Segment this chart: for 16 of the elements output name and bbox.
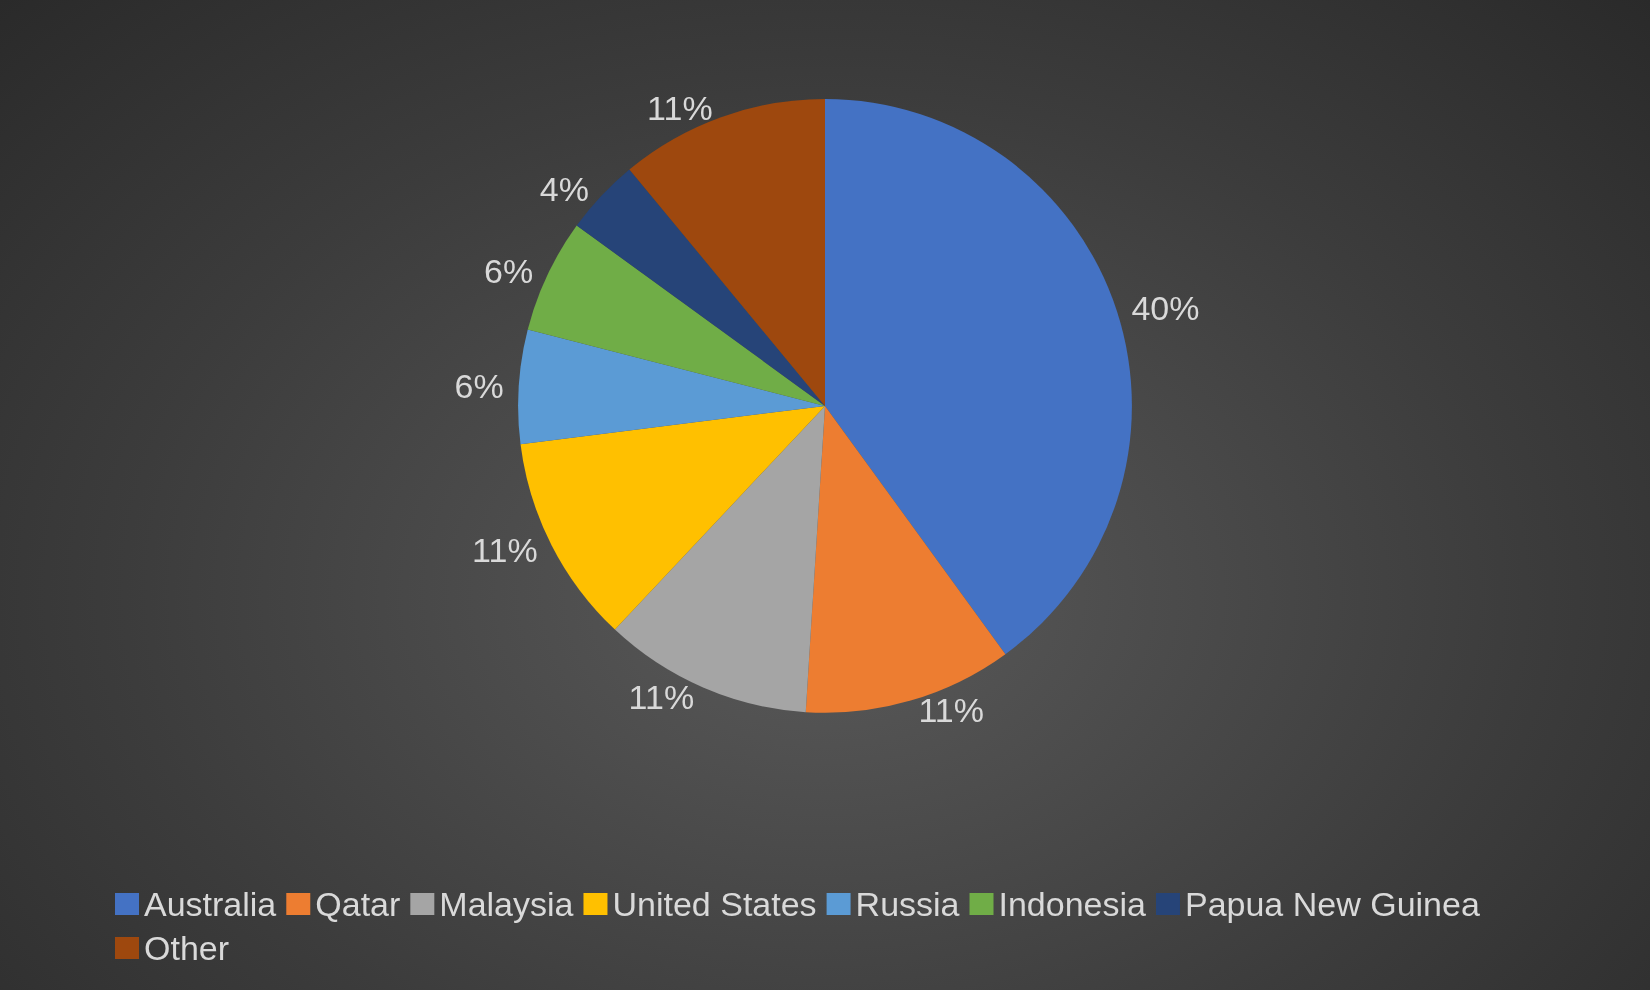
data-label: 11%: [472, 530, 538, 569]
data-label: 11%: [647, 88, 713, 127]
data-label: 11%: [918, 691, 984, 730]
data-label: 11%: [628, 677, 695, 716]
data-label: 6%: [454, 367, 504, 405]
data-label: 40%: [1131, 288, 1200, 327]
legend-label: United States: [612, 885, 817, 923]
legend-label: Other: [144, 929, 230, 967]
legend-label: Papua New Guinea: [1184, 885, 1480, 923]
data-label: 4%: [539, 169, 589, 208]
legend-label: Indonesia: [998, 885, 1147, 923]
data-label: 6%: [484, 251, 534, 290]
legend-label: Australia: [144, 885, 277, 923]
legend-label: Russia: [855, 885, 960, 923]
legend-label: Qatar: [315, 885, 401, 923]
legend-label: Malaysia: [439, 885, 574, 923]
